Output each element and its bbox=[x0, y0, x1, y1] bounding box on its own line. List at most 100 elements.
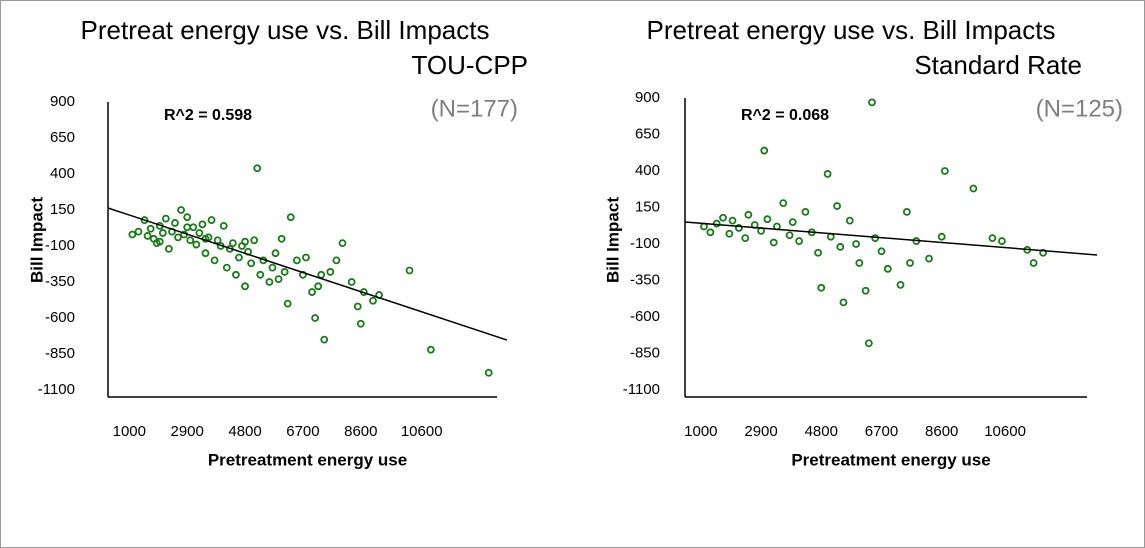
data-point bbox=[728, 216, 737, 225]
data-point bbox=[833, 202, 842, 210]
data-point bbox=[795, 237, 803, 245]
y-tick-label: 650 bbox=[50, 129, 75, 146]
n-annotation: (N=177) bbox=[431, 95, 518, 122]
trendline bbox=[684, 221, 1098, 256]
data-point bbox=[988, 234, 997, 243]
data-point bbox=[280, 268, 289, 276]
data-point bbox=[925, 254, 933, 263]
data-point bbox=[228, 239, 237, 248]
data-point bbox=[308, 288, 316, 296]
data-point bbox=[940, 167, 949, 175]
data-point bbox=[763, 215, 772, 224]
data-point bbox=[195, 229, 204, 237]
y-tick-label: 900 bbox=[635, 89, 660, 106]
data-point bbox=[725, 229, 734, 238]
trendline bbox=[107, 207, 508, 341]
data-point bbox=[274, 275, 283, 284]
data-point bbox=[347, 278, 356, 286]
data-point bbox=[222, 263, 231, 272]
data-point bbox=[760, 146, 769, 155]
data-point bbox=[788, 218, 797, 227]
data-point bbox=[741, 234, 750, 243]
y-tick-label: -600 bbox=[45, 309, 75, 326]
data-point bbox=[998, 237, 1006, 245]
data-point bbox=[839, 298, 848, 307]
data-point bbox=[883, 264, 892, 273]
data-point bbox=[902, 207, 911, 216]
x-tick-label: 1000 bbox=[113, 423, 146, 440]
y-tick-label: -350 bbox=[45, 273, 75, 290]
x-tick-label: 4800 bbox=[228, 423, 261, 440]
data-point bbox=[311, 314, 320, 322]
x-tick-label: 2900 bbox=[171, 423, 204, 440]
y-tick-label: -100 bbox=[45, 237, 75, 254]
data-point bbox=[1039, 248, 1048, 257]
data-point bbox=[314, 282, 323, 291]
y-tick-label: -600 bbox=[630, 308, 660, 325]
x-axis-title: Pretreatment energy use bbox=[791, 450, 990, 469]
data-point bbox=[814, 248, 823, 257]
data-point bbox=[143, 232, 152, 240]
data-point bbox=[235, 253, 243, 262]
data-point bbox=[146, 224, 155, 233]
x-tick-label: 2900 bbox=[744, 423, 777, 440]
data-point bbox=[283, 299, 292, 308]
r2-annotation: R^2 = 0.068 bbox=[741, 107, 829, 124]
data-point bbox=[855, 259, 864, 267]
y-tick-label: 150 bbox=[635, 198, 660, 215]
data-point bbox=[155, 237, 164, 246]
data-point bbox=[769, 238, 778, 247]
data-point bbox=[286, 213, 295, 222]
data-point bbox=[198, 220, 207, 229]
chart-title: Pretreat energy use vs. Bill Impacts bbox=[81, 15, 490, 45]
data-point bbox=[171, 219, 179, 227]
y-tick-label: -850 bbox=[45, 345, 75, 362]
data-point bbox=[174, 233, 182, 242]
r2-annotation: R^2 = 0.598 bbox=[164, 107, 252, 124]
data-point bbox=[868, 98, 876, 107]
data-point bbox=[801, 207, 810, 216]
y-axis-title: Bill Impact bbox=[603, 197, 622, 283]
data-point bbox=[1029, 259, 1038, 267]
data-point bbox=[241, 282, 249, 291]
y-tick-label: -1100 bbox=[623, 381, 660, 398]
data-point bbox=[896, 280, 905, 289]
y-tick-label: 150 bbox=[50, 201, 75, 218]
data-point bbox=[320, 335, 329, 344]
x-tick-label: 1000 bbox=[684, 423, 717, 440]
x-tick-label: 6700 bbox=[865, 423, 898, 440]
data-point bbox=[219, 221, 228, 230]
y-tick-label: -350 bbox=[630, 271, 660, 288]
data-point bbox=[250, 236, 259, 245]
data-point bbox=[877, 247, 886, 256]
y-axis-title: Bill Impact bbox=[27, 197, 46, 283]
x-tick-label: 8600 bbox=[344, 423, 377, 440]
data-point bbox=[969, 184, 978, 193]
data-point bbox=[937, 232, 946, 241]
data-point bbox=[706, 228, 715, 237]
data-point bbox=[353, 302, 362, 311]
data-point bbox=[268, 263, 277, 272]
data-point bbox=[158, 229, 167, 237]
x-tick-label: 6700 bbox=[286, 423, 319, 440]
data-point bbox=[271, 249, 280, 258]
chart-title: Pretreat energy use vs. Bill Impacts bbox=[647, 15, 1056, 45]
data-point bbox=[292, 256, 301, 265]
data-point bbox=[186, 236, 195, 245]
x-tick-label: 10600 bbox=[984, 423, 1026, 440]
data-point bbox=[302, 253, 310, 262]
data-point bbox=[277, 234, 286, 243]
data-point bbox=[140, 216, 149, 224]
data-point bbox=[326, 268, 335, 276]
data-point bbox=[192, 240, 201, 249]
data-point bbox=[356, 319, 365, 328]
data-point bbox=[369, 296, 377, 305]
data-point bbox=[247, 259, 256, 268]
y-tick-label: -1100 bbox=[38, 381, 75, 398]
data-point bbox=[861, 286, 870, 295]
y-tick-label: -100 bbox=[630, 235, 660, 252]
data-point bbox=[734, 224, 743, 232]
data-point bbox=[213, 236, 222, 245]
